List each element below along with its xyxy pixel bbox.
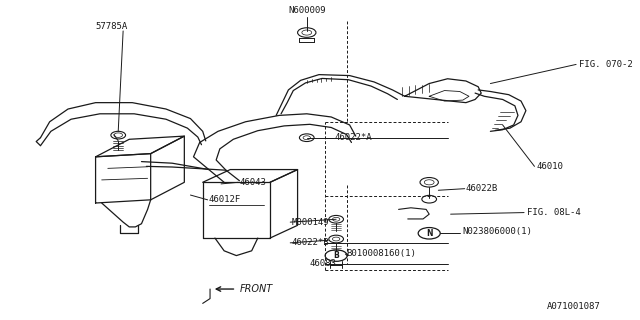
Text: N: N — [426, 229, 433, 238]
Text: 46022*B: 46022*B — [291, 238, 329, 247]
Text: M000149: M000149 — [291, 218, 329, 227]
Text: FIG. 070-2: FIG. 070-2 — [579, 60, 633, 69]
Text: 46010: 46010 — [536, 162, 563, 171]
Text: 46012F: 46012F — [209, 195, 241, 204]
Text: 46043: 46043 — [239, 178, 266, 187]
Text: 46022*A: 46022*A — [334, 133, 372, 142]
Text: B010008160(1): B010008160(1) — [346, 250, 417, 259]
Text: N600009: N600009 — [288, 6, 326, 15]
Text: N023806000(1): N023806000(1) — [463, 227, 532, 236]
Text: A071001087: A071001087 — [547, 302, 600, 311]
Text: 46083: 46083 — [310, 259, 337, 268]
Text: FIG. 08L-4: FIG. 08L-4 — [527, 208, 581, 217]
Text: B: B — [333, 251, 339, 260]
Text: 57785A: 57785A — [95, 22, 128, 31]
Text: FRONT: FRONT — [239, 284, 273, 294]
Text: 46022B: 46022B — [466, 184, 498, 193]
